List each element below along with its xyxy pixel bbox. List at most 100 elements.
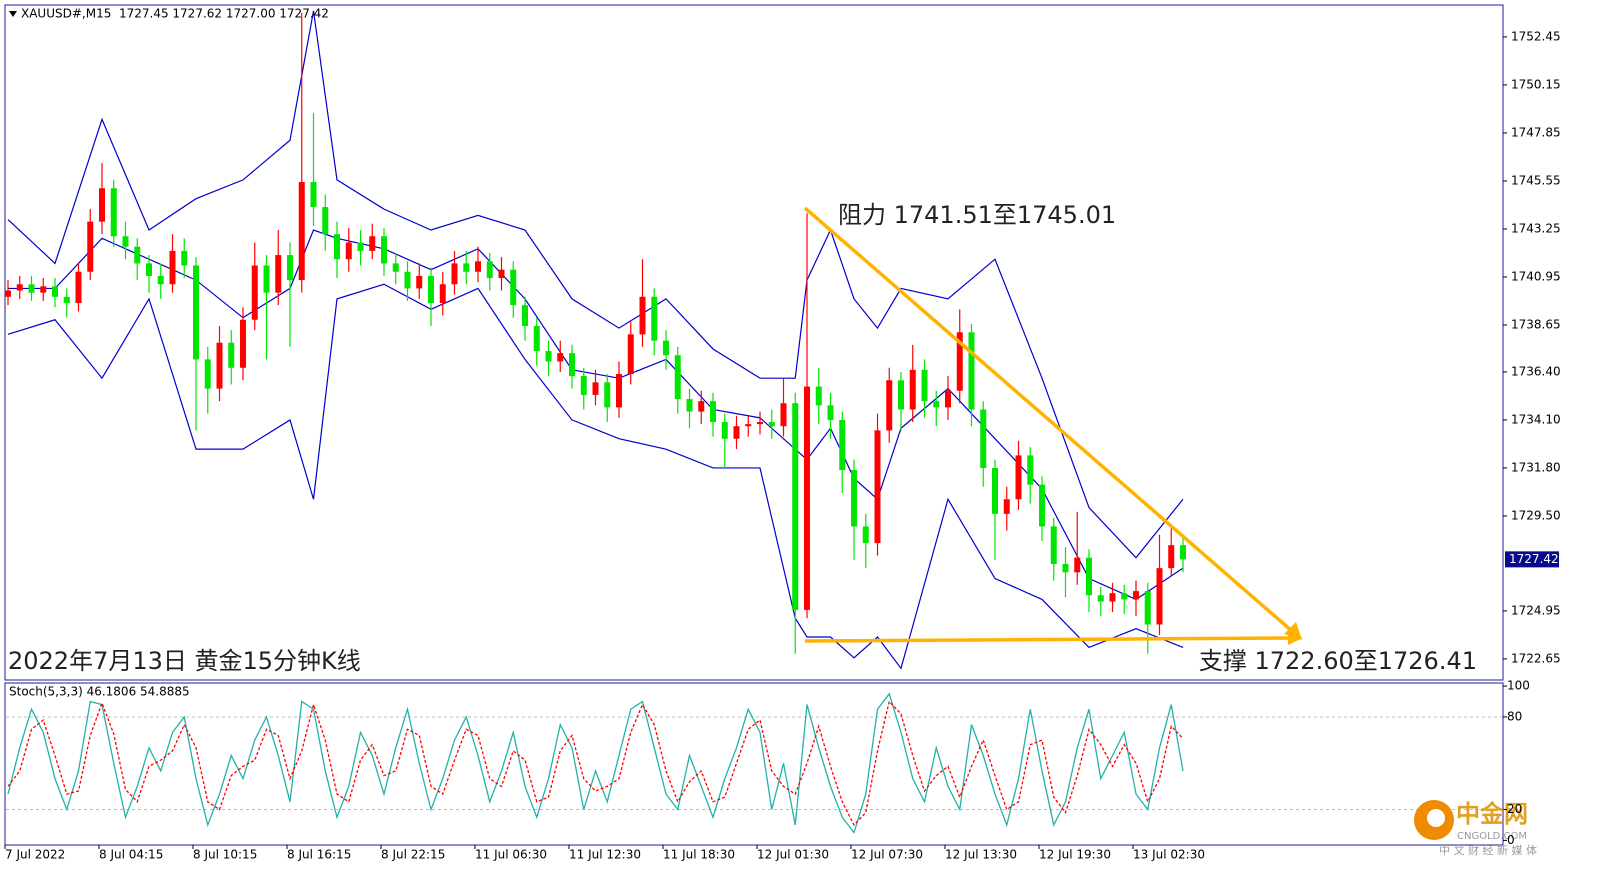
candle-body	[815, 386, 822, 406]
candle-body	[710, 401, 716, 423]
candle-body	[298, 181, 305, 281]
candle-body	[604, 382, 611, 408]
x-tick-label: 12 Jul 19:30	[1039, 848, 1111, 862]
x-tick-label: 11 Jul 12:30	[569, 848, 641, 862]
candle-body	[87, 221, 94, 272]
x-tick-label: 8 Jul 22:15	[381, 848, 445, 862]
candle-body	[216, 342, 223, 389]
candle-body	[686, 399, 693, 412]
candle-body	[275, 255, 282, 293]
trend-lines	[803, 206, 1303, 645]
candle-body	[1039, 484, 1045, 527]
candle-body	[1027, 455, 1034, 485]
candle-body	[592, 382, 599, 395]
y-tick-label: 1729.50	[1511, 508, 1561, 522]
x-tick-label: 13 Jul 02:30	[1133, 848, 1205, 862]
indicator-plot	[6, 692, 1502, 835]
candle-body	[40, 286, 47, 293]
candle-body	[1144, 591, 1151, 625]
candle-body	[1168, 545, 1175, 569]
y-tick-label: 1734.10	[1511, 412, 1561, 426]
candle-body	[63, 296, 70, 304]
y-tick-label: 1740.95	[1511, 269, 1561, 283]
candle-body	[522, 305, 528, 327]
candle-body	[510, 269, 517, 306]
candle-body	[651, 296, 658, 341]
candle-body	[99, 188, 105, 222]
x-tick-label: 11 Jul 06:30	[475, 848, 547, 862]
y-tick-label: 100	[1507, 679, 1530, 693]
candle-body	[357, 242, 364, 251]
indicator-panel	[4, 682, 1504, 846]
candle-body	[287, 255, 293, 281]
logo-name: 中金网	[1456, 800, 1528, 828]
candle-body	[52, 286, 58, 297]
candle-body	[745, 424, 752, 427]
candle-body	[251, 265, 258, 320]
resistance-label: 阻力 1741.51至1745.01	[838, 201, 1116, 229]
candle-body	[862, 526, 869, 544]
y-tick-label: 1736.40	[1511, 364, 1561, 378]
y-tick-label: 1738.65	[1511, 317, 1561, 331]
candle-body	[663, 340, 669, 356]
x-tick-label: 12 Jul 01:30	[757, 848, 829, 862]
candle-body	[733, 426, 740, 439]
candle-body	[616, 374, 622, 408]
logo-mark	[1427, 809, 1445, 827]
candle-body	[169, 250, 176, 285]
candle-body	[580, 376, 587, 395]
y-tick-label: 0	[1507, 833, 1515, 847]
candle-body	[439, 284, 446, 304]
candle-body	[5, 290, 11, 297]
x-tick-label: 8 Jul 16:15	[287, 848, 351, 862]
y-tick-label: 1724.95	[1511, 603, 1561, 617]
logo: 中金网 CNGOLD.COM 中 文 财 经 新 媒 体	[1414, 800, 1537, 857]
logo-slogan: 中 文 财 经 新 媒 体	[1439, 843, 1537, 857]
candle-body	[416, 275, 423, 289]
candle-body	[345, 242, 352, 260]
candle-body	[146, 263, 152, 276]
candle-body	[157, 275, 164, 285]
candle-body	[134, 246, 141, 264]
candle-body	[1109, 593, 1116, 602]
candle-body	[874, 430, 881, 544]
candle-body	[392, 263, 399, 272]
candle-body	[369, 236, 376, 251]
candle-body	[698, 401, 705, 412]
candle-body	[334, 234, 340, 260]
candle-body	[933, 401, 940, 408]
candle-body	[1121, 593, 1128, 600]
candle-body	[545, 351, 552, 362]
candle-body	[533, 326, 540, 352]
y-tick-label: 1750.15	[1511, 77, 1561, 91]
y-tick-label: 80	[1507, 709, 1522, 723]
chart-label: 2022年7月13日 黄金15分钟K线	[8, 647, 361, 675]
candle-body	[721, 422, 728, 439]
candle-body	[1086, 557, 1092, 596]
candle-body	[75, 271, 82, 304]
candle-body	[1015, 455, 1022, 500]
y-tick-label: 1743.25	[1511, 221, 1561, 235]
candle-body	[980, 409, 987, 468]
candle-body	[1097, 595, 1104, 602]
candle-body	[204, 359, 211, 389]
candle-body	[804, 386, 810, 610]
stoch-line	[7, 692, 1184, 835]
candle-body	[122, 236, 129, 247]
support-label: 支撑 1722.60至1726.41	[1199, 647, 1477, 675]
candle-body	[451, 263, 458, 285]
candle-body	[768, 422, 775, 427]
y-tick-label: 1722.65	[1511, 651, 1561, 665]
candle-body	[827, 405, 834, 420]
band-middle	[8, 229, 1184, 601]
y-tick-label: 1731.80	[1511, 460, 1561, 474]
candle-body	[28, 284, 35, 293]
candle-body	[16, 284, 23, 291]
candle-body	[1156, 568, 1163, 625]
y-tick-label: 1752.45	[1511, 29, 1561, 43]
candle-body	[639, 296, 646, 335]
candle-body	[1062, 563, 1069, 573]
candle-body	[193, 265, 199, 360]
chart-title: XAUUSD#,M15 1727.45 1727.62 1727.00 1727…	[21, 7, 329, 21]
candle-body	[792, 403, 799, 610]
